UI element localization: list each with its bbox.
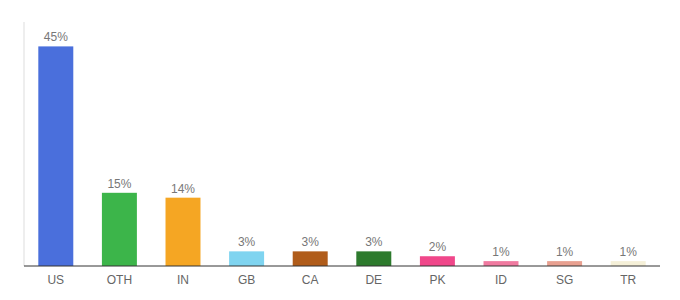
x-axis-line [24, 266, 660, 267]
x-tick-label: PK [429, 273, 445, 287]
x-tick-label: OTH [107, 273, 132, 287]
bar [547, 261, 582, 266]
data-label: 3% [238, 235, 256, 249]
chart-container: 45% 15% 14% 3% 3% 3% 2% 1% 1% 1% US OTH IN GB CA DE PK ID… [0, 0, 680, 300]
data-label: 1% [556, 245, 574, 259]
data-label: 3% [365, 235, 383, 249]
plot-area: 45% 15% 14% 3% 3% 3% 2% 1% 1% 1% US OTH IN GB CA DE PK ID… [24, 22, 660, 287]
data-label: 15% [107, 177, 131, 191]
bar [611, 261, 646, 266]
data-label: 14% [171, 182, 195, 196]
x-tick-label: CA [302, 273, 319, 287]
bar [293, 251, 328, 266]
bars [38, 46, 645, 266]
x-tick-label: IN [177, 273, 189, 287]
data-label: 1% [620, 245, 638, 259]
chart-svg: 45% 15% 14% 3% 3% 3% 2% 1% 1% 1% US OTH IN GB CA DE PK ID… [0, 0, 680, 300]
bar [102, 193, 137, 266]
bar [166, 198, 201, 266]
bar [229, 251, 264, 266]
x-tick-label: DE [365, 273, 382, 287]
x-tick-label: US [47, 273, 64, 287]
y-axis-line [24, 22, 25, 266]
x-tick-label: TR [620, 273, 636, 287]
x-tick-label: SG [556, 273, 573, 287]
data-label: 3% [302, 235, 320, 249]
bar [484, 261, 519, 266]
data-label: 45% [44, 30, 68, 44]
bar [420, 256, 455, 266]
data-label: 1% [492, 245, 510, 259]
bar [38, 46, 73, 266]
x-tick-label: ID [495, 273, 507, 287]
bar [356, 251, 391, 266]
x-tick-label: GB [238, 273, 255, 287]
data-label: 2% [429, 240, 447, 254]
